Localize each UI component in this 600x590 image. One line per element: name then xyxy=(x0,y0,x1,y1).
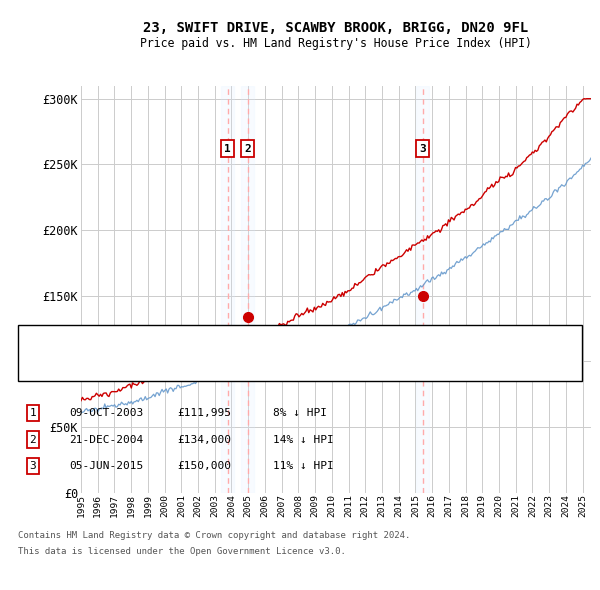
Text: 23, SWIFT DRIVE, SCAWBY BROOK, BRIGG, DN20 9FL (detached house): 23, SWIFT DRIVE, SCAWBY BROOK, BRIGG, DN… xyxy=(62,335,455,345)
Text: 3: 3 xyxy=(29,461,37,471)
Text: ———: ——— xyxy=(27,334,49,347)
Text: 23, SWIFT DRIVE, SCAWBY BROOK, BRIGG, DN20 9FL: 23, SWIFT DRIVE, SCAWBY BROOK, BRIGG, DN… xyxy=(143,21,529,35)
Text: £150,000: £150,000 xyxy=(177,461,231,471)
Text: 8% ↓ HPI: 8% ↓ HPI xyxy=(273,408,327,418)
Text: 14% ↓ HPI: 14% ↓ HPI xyxy=(273,435,334,444)
Text: 09-OCT-2003: 09-OCT-2003 xyxy=(69,408,143,418)
Text: Price paid vs. HM Land Registry's House Price Index (HPI): Price paid vs. HM Land Registry's House … xyxy=(140,37,532,50)
Text: 21-DEC-2004: 21-DEC-2004 xyxy=(69,435,143,444)
Text: 2: 2 xyxy=(244,143,251,153)
Text: 05-JUN-2015: 05-JUN-2015 xyxy=(69,461,143,471)
Text: 1: 1 xyxy=(29,408,37,418)
Text: 11% ↓ HPI: 11% ↓ HPI xyxy=(273,461,334,471)
Text: Contains HM Land Registry data © Crown copyright and database right 2024.: Contains HM Land Registry data © Crown c… xyxy=(18,531,410,540)
Text: 2: 2 xyxy=(29,435,37,444)
Bar xyxy=(221,86,235,493)
Text: 1: 1 xyxy=(224,143,231,153)
Text: 3: 3 xyxy=(419,143,426,153)
Text: £134,000: £134,000 xyxy=(177,435,231,444)
Text: HPI: Average price, detached house, North Lincolnshire: HPI: Average price, detached house, Nort… xyxy=(62,362,400,372)
Bar xyxy=(241,86,254,493)
Text: £111,995: £111,995 xyxy=(177,408,231,418)
Text: ———: ——— xyxy=(27,360,49,373)
Bar xyxy=(416,86,430,493)
Text: This data is licensed under the Open Government Licence v3.0.: This data is licensed under the Open Gov… xyxy=(18,547,346,556)
